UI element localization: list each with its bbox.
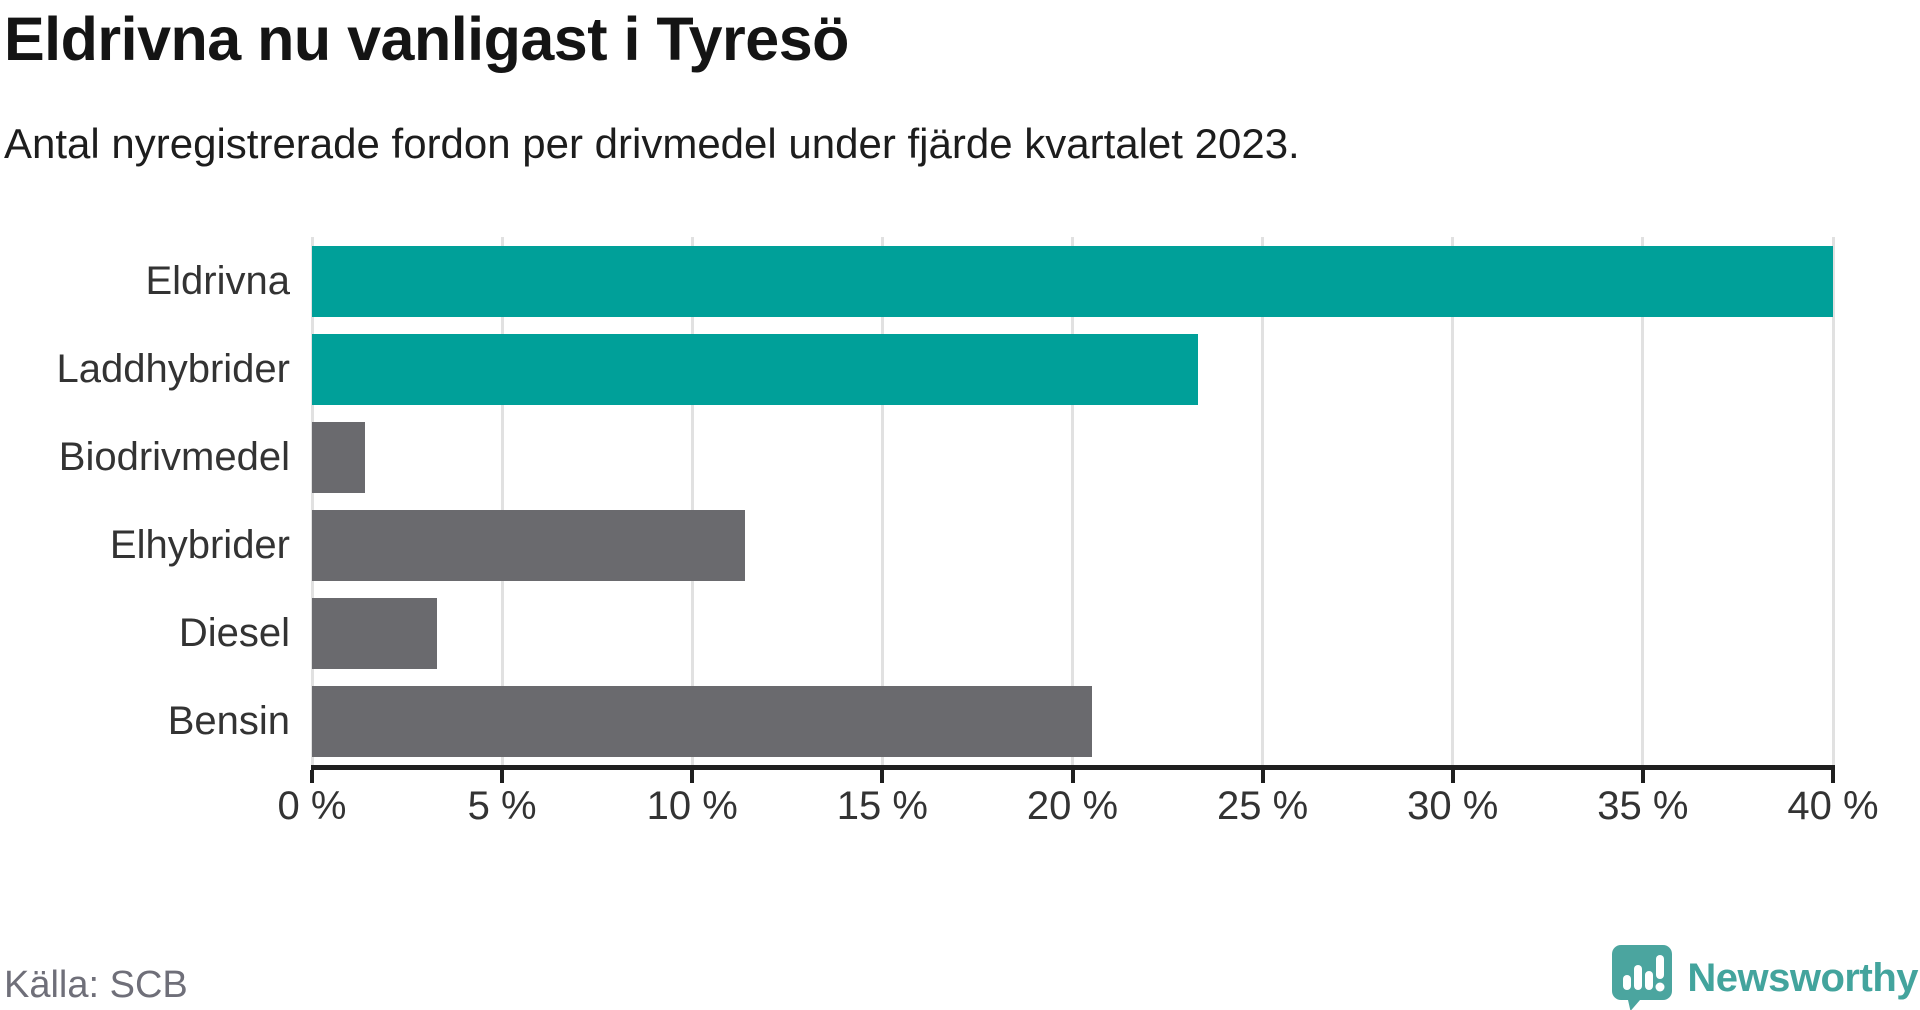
chart-subtitle: Antal nyregistrerade fordon per drivmede…	[4, 120, 1300, 167]
x-tick-label: 35 %	[1597, 784, 1689, 828]
source-note: Källa: SCB	[4, 964, 188, 1006]
x-tick	[1831, 770, 1835, 783]
x-tick	[1640, 770, 1645, 783]
brand-footer: Newsworthy	[1611, 944, 1918, 1010]
gridline	[310, 237, 314, 766]
chart-title: Eldrivna nu vanligast i Tyresö	[4, 5, 849, 73]
gridline	[1831, 237, 1835, 766]
newsworthy-logo-icon	[1612, 945, 1673, 1010]
category-label: Biodrivmedel	[58, 434, 290, 479]
plot-area	[310, 237, 1835, 766]
gridline	[1071, 237, 1074, 766]
gridline	[1451, 237, 1455, 766]
category-label: Eldrivna	[145, 258, 290, 303]
gridline	[880, 237, 884, 766]
bar-diesel	[312, 598, 438, 670]
x-tick	[1070, 770, 1075, 783]
category-label: Bensin	[167, 699, 290, 744]
x-tick	[310, 770, 314, 783]
x-tick-label: 5 %	[467, 784, 537, 828]
category-label: Diesel	[178, 611, 290, 656]
x-axis-line	[311, 765, 1835, 770]
brand-name: Newsworthy	[1687, 955, 1918, 1000]
x-tick-label: 20 %	[1026, 784, 1119, 828]
x-tick	[690, 770, 695, 783]
gridline	[690, 237, 694, 766]
bar-biodrivmedel	[312, 421, 366, 493]
bar-laddhybrider	[312, 333, 1198, 405]
x-tick	[880, 770, 885, 783]
category-label: Elhybrider	[109, 523, 290, 568]
gridline	[1641, 237, 1645, 766]
category-axis: Eldrivna Laddhybrider Biodrivmedel Elhybrid…	[0, 237, 291, 766]
gridline	[500, 237, 504, 766]
gridline	[1261, 237, 1265, 766]
bar-elhybrider	[312, 510, 746, 582]
category-label: Laddhybrider	[56, 346, 291, 391]
x-tick-label: 10 %	[646, 784, 738, 828]
x-tick-label: 30 %	[1407, 784, 1499, 828]
x-tick-label: 40 %	[1787, 784, 1879, 828]
bar-bensin	[312, 686, 1092, 758]
x-tick	[1450, 770, 1455, 783]
x-tick-label: 25 %	[1217, 784, 1309, 828]
x-tick	[1260, 770, 1265, 783]
x-tick-label: 0 %	[277, 784, 347, 828]
bar-eldrivna	[312, 245, 1833, 317]
x-tick	[500, 770, 505, 783]
x-tick-label: 15 %	[836, 784, 928, 828]
